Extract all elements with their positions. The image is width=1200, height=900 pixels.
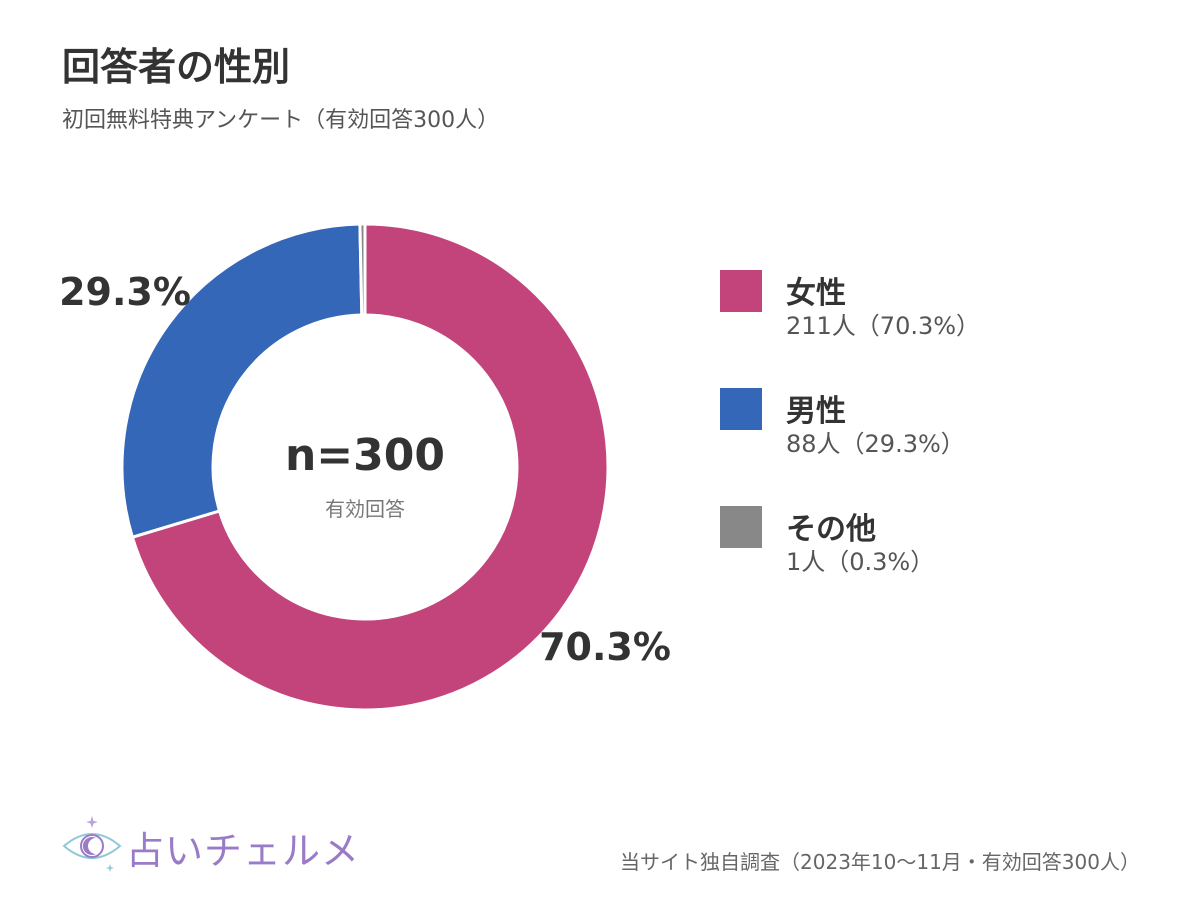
data-label-male: 29.3%	[59, 270, 191, 314]
source-note: 当サイト独自調査（2023年10〜11月・有効回答300人）	[620, 850, 1140, 874]
legend-item-male: 男性 88人（29.3%）	[720, 386, 1160, 504]
slice-male	[120, 222, 364, 540]
slice-other	[358, 222, 367, 317]
center-n-label: n=300	[285, 430, 445, 481]
legend-swatch-other	[720, 506, 762, 548]
eye-moon-icon	[62, 816, 122, 872]
legend-detail-female: 211人（70.3%）	[786, 312, 981, 340]
slice-female	[130, 222, 610, 712]
legend-detail-other: 1人（0.3%）	[786, 548, 935, 576]
legend-item-female: 女性 211人（70.3%）	[720, 268, 1160, 386]
legend-item-other: その他 1人（0.3%）	[720, 504, 1160, 622]
legend-label-other: その他	[786, 512, 876, 547]
chart-legend: 女性 211人（70.3%） 男性 88人（29.3%） その他 1人（0.3%…	[720, 268, 1160, 622]
legend-detail-male: 88人（29.3%）	[786, 430, 965, 458]
page-title: 回答者の性別	[62, 45, 291, 89]
legend-swatch-female	[720, 270, 762, 312]
data-label-female: 70.3%	[539, 625, 671, 669]
legend-label-female: 女性	[786, 276, 846, 311]
logo-text: 占いチェルメ	[126, 829, 361, 873]
legend-label-male: 男性	[786, 394, 846, 429]
site-logo: 占いチェルメ	[60, 812, 359, 882]
center-sub-label: 有効回答	[325, 497, 405, 521]
page-subtitle: 初回無料特典アンケート（有効回答300人）	[62, 108, 500, 133]
legend-swatch-male	[720, 388, 762, 430]
